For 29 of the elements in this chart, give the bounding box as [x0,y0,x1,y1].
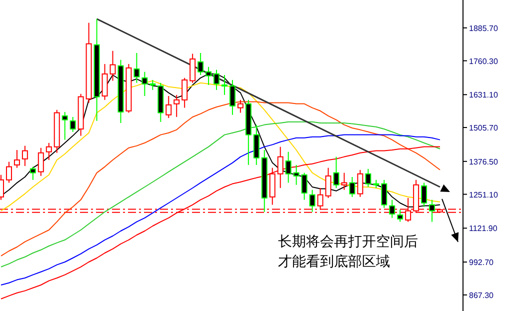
candlestick [269,167,276,206]
candlestick [94,18,100,122]
y-tick-label: 1631.10 [469,90,498,100]
y-tick-label: 1885.70 [469,24,498,33]
candlestick [174,94,180,118]
y-tick-label: 992.70 [469,258,494,268]
y-tick-label: 1121.90 [469,224,498,234]
candlestick [253,124,260,166]
candlestick [229,79,236,116]
candlestick [285,151,292,184]
y-tick-label: 1251.10 [469,190,498,200]
candlestick [341,172,348,190]
y-tick-label: 1760.30 [469,56,498,66]
candlestick [293,164,300,186]
y-tick-label: 1505.70 [469,124,498,133]
candlestick [134,52,140,84]
y-tick-label: 1376.50 [469,157,498,166]
annotation: 长期将会再打开空间后 [278,234,418,250]
candlestick [206,66,212,86]
candlestick [309,189,316,212]
y-tick-label: 867.30 [469,290,494,300]
candlestick [261,149,268,212]
candlestick [142,71,148,96]
candlestick [429,199,436,222]
candlestick [22,145,28,166]
candlestick [221,74,228,96]
candlestick [277,146,284,189]
annotation: 才能看到底部区域 [278,254,390,270]
candlestick [118,59,124,124]
